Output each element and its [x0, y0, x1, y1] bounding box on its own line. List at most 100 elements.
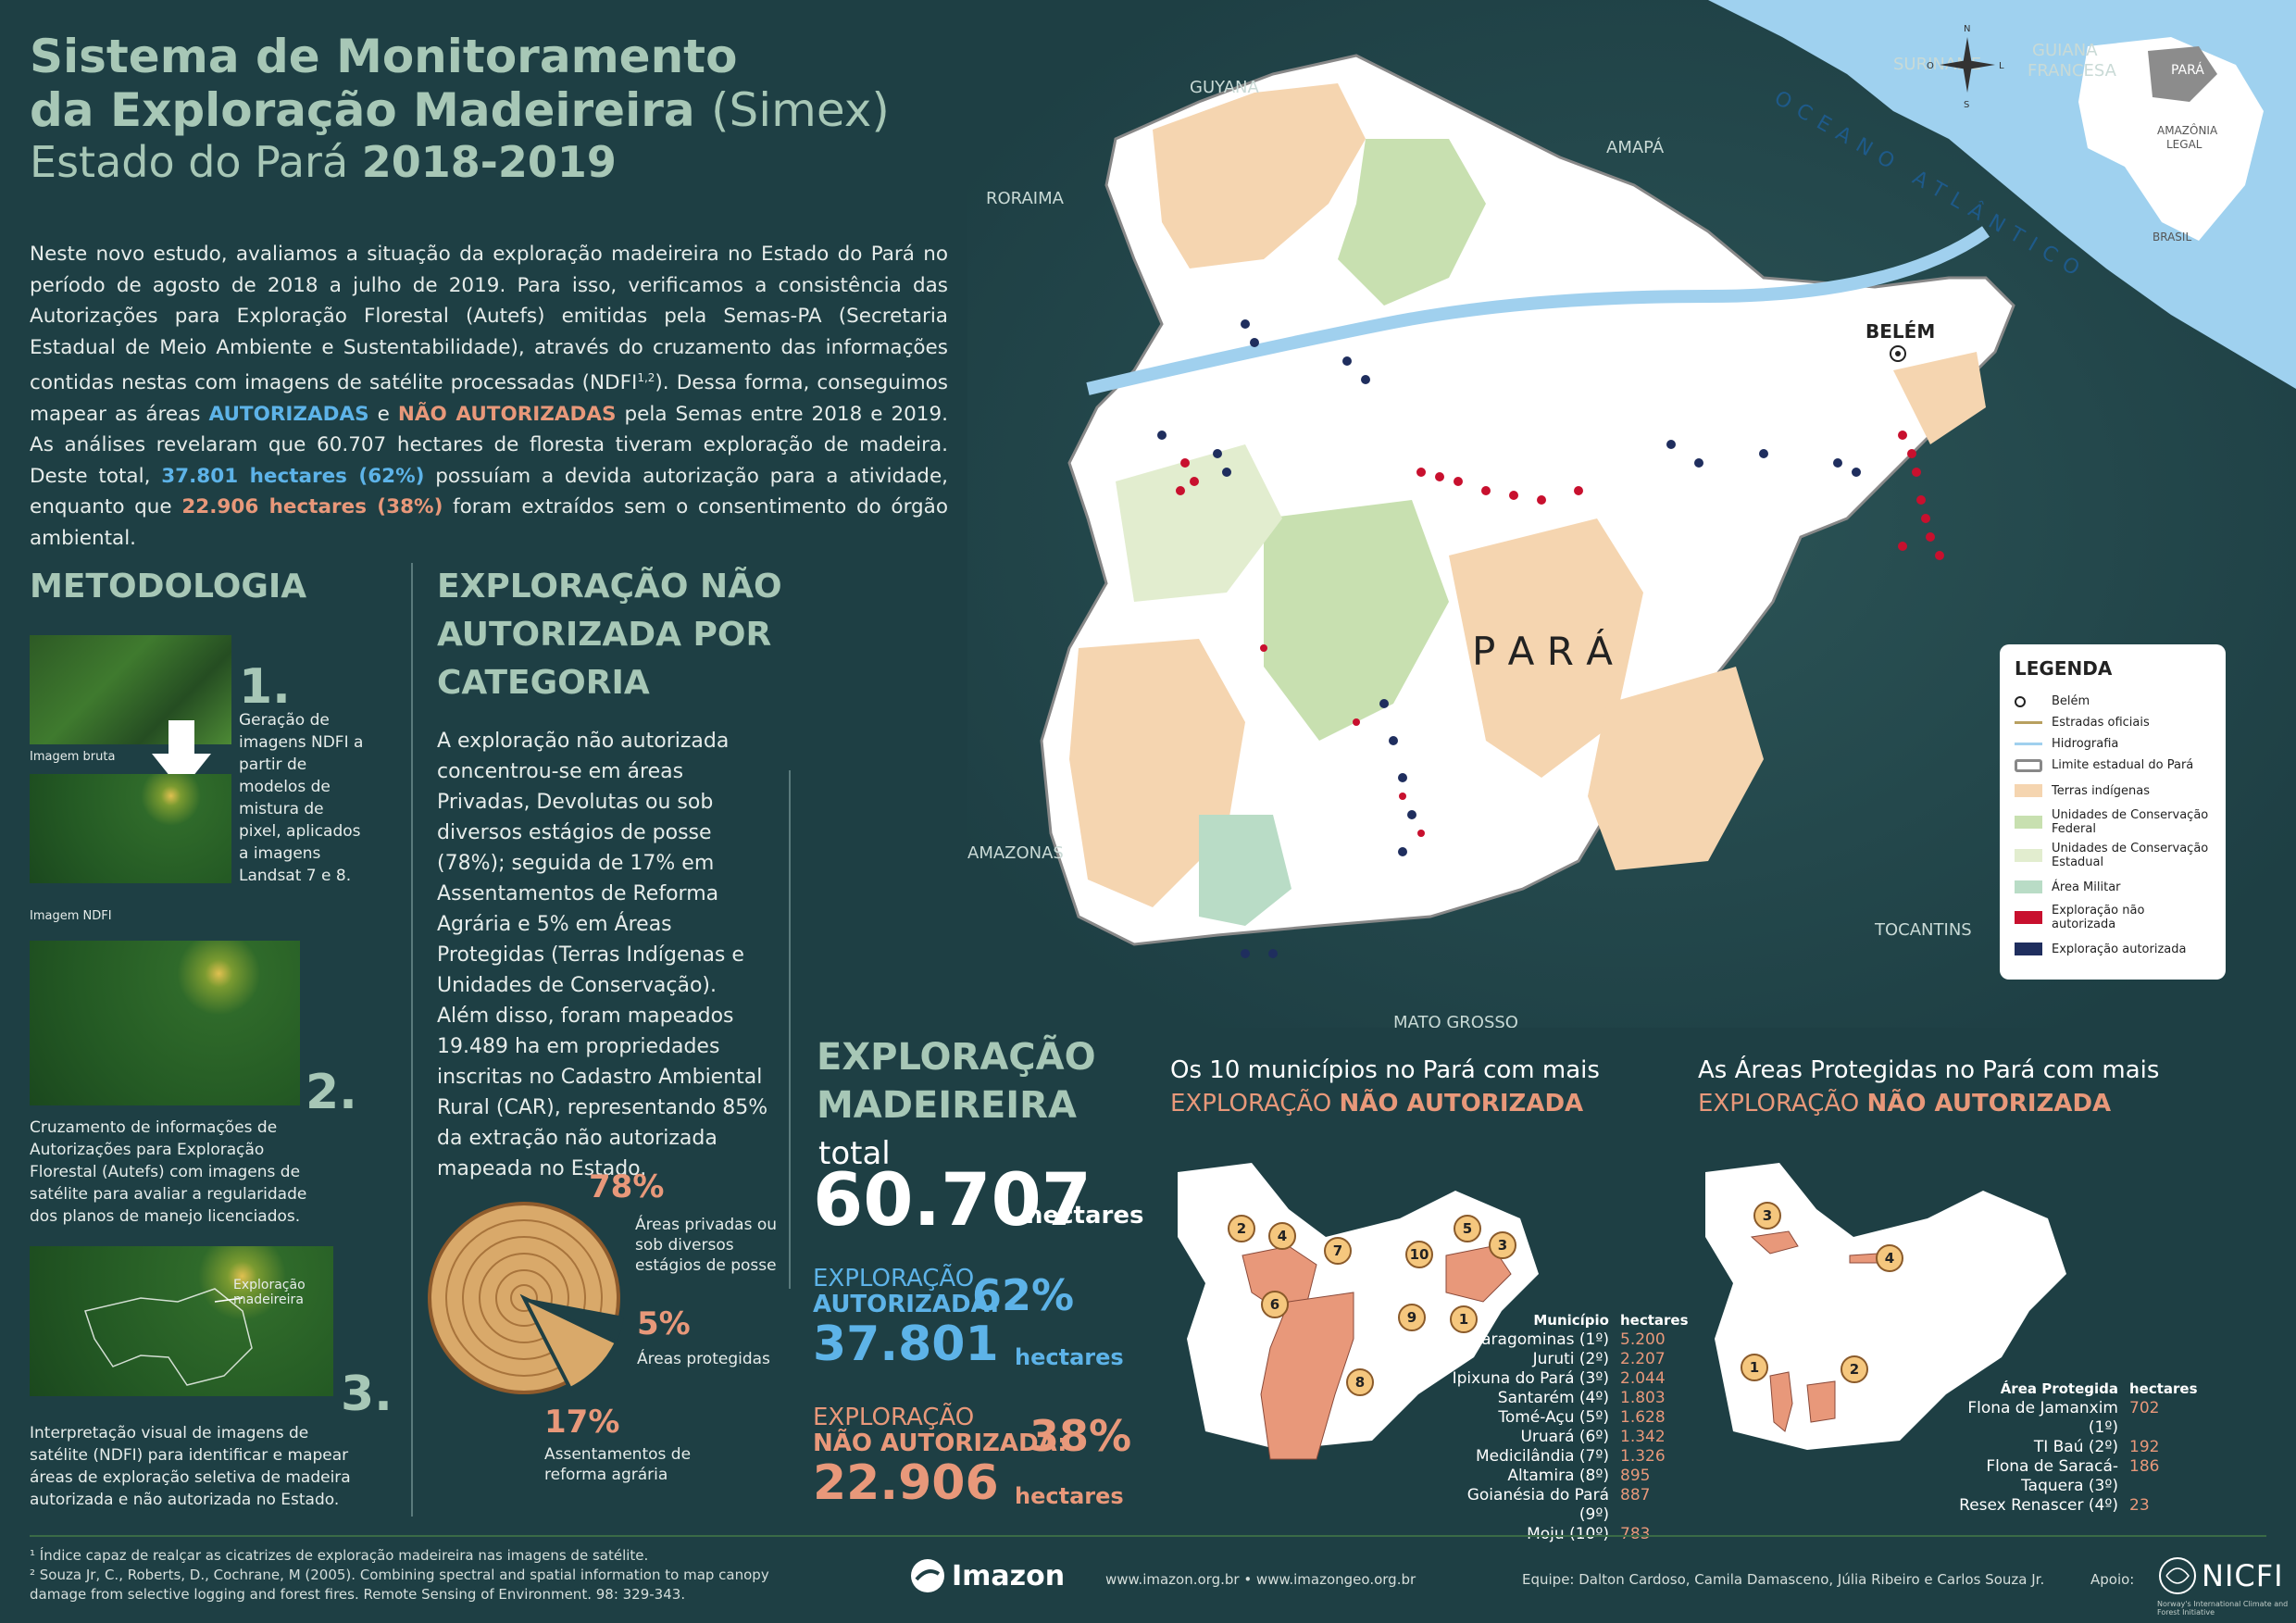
- indigenous-e: [1893, 352, 1986, 444]
- total-value: 60.707: [813, 1159, 1092, 1242]
- row-name: Resex Renascer (4º): [1959, 1496, 2118, 1515]
- label-78: Áreas privadas ou sob diversos estágios …: [635, 1216, 778, 1275]
- ap-highlight: [1750, 1230, 1799, 1255]
- row-val: 186: [2129, 1457, 2160, 1476]
- row-name: Ipixuna do Pará (3º): [1452, 1369, 1609, 1388]
- divider: [411, 563, 413, 1517]
- total-unit: hectares: [1026, 1202, 1144, 1230]
- intro-autorizadas: AUTORIZADAS: [208, 402, 369, 426]
- table-row: Altamira (8º) 895: [1444, 1467, 1689, 1486]
- aut-label1: EXPLORAÇÃO: [813, 1265, 975, 1292]
- intro-aut-val: 37.801 hectares (62%): [161, 464, 425, 488]
- aut-swatch: [2015, 943, 2042, 955]
- nao-label2: NÃO AUTORIZADA:: [813, 1429, 1067, 1457]
- badge-10: 10: [1405, 1241, 1433, 1268]
- ap-badge-1: 1: [1741, 1354, 1768, 1381]
- imazon-text: Imazon: [952, 1559, 1066, 1592]
- footnote-1: ¹ Índice capaz de realçar as cicatrizes …: [30, 1547, 649, 1564]
- nicfi-sub: Norway's International Climate and Fores…: [2157, 1600, 2289, 1617]
- roads-swatch: [2015, 721, 2042, 724]
- intro-nao-autorizadas: NÃO AUTORIZADAS: [397, 402, 617, 426]
- ap-badge-4: 4: [1876, 1244, 1903, 1272]
- pct-17: 17%: [544, 1404, 620, 1441]
- label-tocantins: TOCANTINS: [1874, 920, 1972, 940]
- row-val: 702: [2129, 1399, 2160, 1417]
- indig-swatch: [2015, 784, 2042, 797]
- urls[interactable]: www.imazon.org.br • www.imazongeo.org.br: [1105, 1571, 1416, 1588]
- row-name: TI Baú (2º): [2033, 1438, 2118, 1456]
- aut-value: 37.801: [813, 1317, 999, 1372]
- table-row: Juruti (2º) 2.207: [1444, 1350, 1689, 1369]
- col-area: Área Protegida: [2000, 1380, 2118, 1397]
- municipios-map: [1178, 1163, 1539, 1460]
- subtitle-state: Estado do Pará: [30, 137, 349, 187]
- aut-pct: 62%: [972, 1270, 1075, 1320]
- row-name: Altamira (8º): [1507, 1467, 1609, 1485]
- municipios-h1: Os 10 municípios no Pará com mais: [1170, 1056, 1600, 1084]
- dots-autorizada: [1157, 319, 1861, 958]
- intro-sup: 1,2: [637, 371, 655, 384]
- intro-p2: ). Dessa forma, conseguimos mapear as ár…: [30, 371, 948, 426]
- ucfed-c: [1264, 500, 1449, 741]
- brazil-inset: [2078, 37, 2264, 241]
- categoria-heading: EXPLORAÇÃO NÃO AUTORIZADA POR CATEGORIA: [437, 568, 782, 702]
- metodologia-heading: METODOLOGIA: [30, 568, 307, 606]
- municipios-heading: Os 10 municípios no Pará com mais EXPLOR…: [1170, 1054, 1600, 1120]
- indigenous-sw: [1449, 518, 1643, 778]
- legend-label: Exploração não autorizada: [2052, 904, 2145, 931]
- ap-h2b: NÃO AUTORIZADA: [1866, 1090, 2112, 1117]
- legend-label: Limite estadual do Pará: [2052, 758, 2194, 772]
- pct-78: 78%: [589, 1168, 665, 1205]
- nicfi-logo: NICFI: [2157, 1555, 2284, 1596]
- limit-swatch: [2015, 758, 2042, 772]
- table-row: Resex Renascer (4º) 23: [1944, 1496, 2198, 1516]
- table-row: Paragominas (1º) 5.200: [1444, 1330, 1689, 1350]
- ap-highlight: [1769, 1371, 1793, 1432]
- row-val: 2.044: [1620, 1369, 1666, 1388]
- intro-p4: pela Semas entre 2018 e 2019. As análise…: [30, 402, 948, 488]
- label-5: Áreas protegidas: [637, 1350, 770, 1368]
- badge-2: 2: [1228, 1215, 1255, 1242]
- militar-swatch: [2015, 880, 2042, 893]
- col-hectares: hectares: [1620, 1312, 1689, 1329]
- legend-item: Belém: [2015, 691, 2211, 712]
- label-amapa: AMAPÁ: [1606, 137, 1665, 157]
- row-name: Paragominas (1º): [1472, 1330, 1609, 1349]
- ap-badge-3: 3: [1753, 1202, 1781, 1230]
- row-val: 1.803: [1620, 1389, 1666, 1407]
- totais-heading: EXPLORAÇÃO MADEIREIRA: [817, 1036, 1096, 1127]
- legend-label: Unidades de Conservação Estadual: [2052, 842, 2209, 869]
- table-row: Goianésia do Pará (9º) 887: [1444, 1486, 1689, 1525]
- intro-p3: e: [368, 402, 398, 426]
- title-line2-light: (Simex): [711, 83, 890, 137]
- legend-item: Unidades de Conservação Estadual: [2015, 839, 2211, 872]
- label-17: Assentamentos de reforma agrária: [544, 1445, 692, 1484]
- legend-item: Terras indígenas: [2015, 776, 2211, 805]
- legend-label: Belém: [2052, 694, 2090, 708]
- row-val: 5.200: [1620, 1330, 1666, 1349]
- row-val: 1.326: [1620, 1447, 1666, 1466]
- nicfi-icon: [2159, 1557, 2196, 1594]
- legend-label: Hidrografia: [2052, 737, 2119, 751]
- militar: [1199, 815, 1292, 926]
- row-val: 1.342: [1620, 1428, 1666, 1446]
- imazon-logo[interactable]: Imazon: [909, 1557, 1065, 1594]
- municipios-table: Município hectares Paragominas (1º) 5.200 …: [1444, 1311, 1689, 1544]
- table-row: Moju (10º) 783: [1444, 1525, 1689, 1544]
- intro-paragraph: Neste novo estudo, avaliamos a situação …: [30, 239, 948, 554]
- municipio-highlight: [1445, 1245, 1512, 1303]
- pct-5: 5%: [637, 1305, 691, 1342]
- label-inset-amz2: LEGAL: [2166, 138, 2202, 151]
- step3-label: Exploração madeireira: [233, 1278, 306, 1307]
- nicfi-text: NICFI: [2202, 1558, 2284, 1593]
- title: Sistema de Monitoramento da Exploração M…: [30, 30, 955, 137]
- legend-label: Terras indígenas: [2052, 783, 2151, 798]
- label-inset-brasil: BRASIL: [2152, 231, 2191, 243]
- ap-h1: As Áreas Protegidas no Pará com mais: [1698, 1056, 2160, 1084]
- table-row: Tomé-Açu (5º) 1.628: [1444, 1408, 1689, 1428]
- row-name: Medicilândia (7º): [1475, 1447, 1609, 1466]
- legend-item: Limite estadual do Pará: [2015, 755, 2211, 776]
- label-guiana-fr: GUIANA: [2032, 41, 2098, 60]
- down-arrow-icon: [152, 720, 211, 791]
- legend-title: LEGENDA: [2015, 657, 2113, 680]
